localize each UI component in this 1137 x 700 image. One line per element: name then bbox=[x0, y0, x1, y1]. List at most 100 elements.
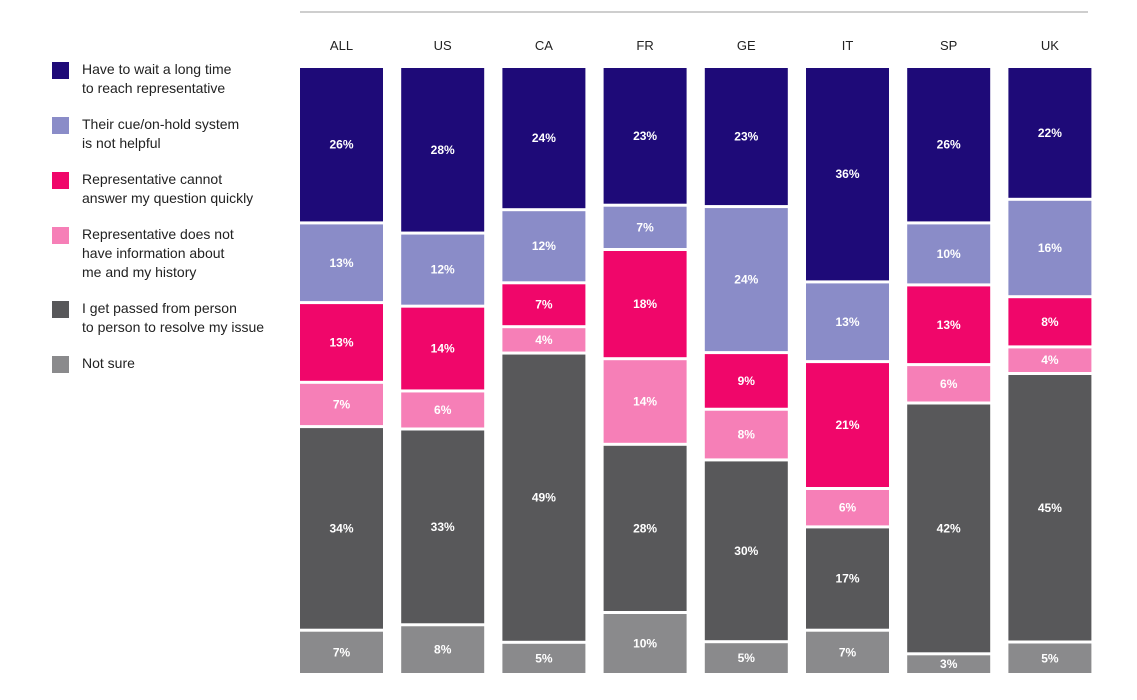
legend-label: is not helpful bbox=[82, 135, 161, 151]
data-label: 17% bbox=[835, 572, 859, 586]
data-label: 36% bbox=[835, 167, 859, 181]
data-label: 21% bbox=[835, 418, 859, 432]
data-label: 18% bbox=[633, 297, 657, 311]
bar-segment bbox=[300, 631, 383, 673]
bar-segment bbox=[502, 68, 586, 209]
bar-segment bbox=[401, 392, 485, 428]
data-label: 30% bbox=[734, 544, 758, 558]
data-label: 33% bbox=[431, 520, 455, 534]
data-label: 6% bbox=[839, 501, 857, 515]
legend-swatch bbox=[52, 62, 69, 79]
bar-segment bbox=[401, 307, 485, 390]
data-label: 13% bbox=[835, 315, 859, 329]
bar-segment bbox=[907, 224, 991, 284]
data-label: 7% bbox=[333, 397, 351, 411]
data-label: 10% bbox=[633, 637, 657, 651]
data-label: 8% bbox=[434, 643, 452, 657]
bar-segment bbox=[603, 445, 687, 611]
data-label: 14% bbox=[633, 395, 657, 409]
legend-swatch bbox=[52, 301, 69, 318]
legend-label: Representative does not bbox=[82, 226, 234, 242]
data-label: 4% bbox=[535, 333, 553, 347]
bar-segment bbox=[704, 68, 788, 206]
legend-item: I get passed from person to person to res… bbox=[52, 299, 292, 337]
bar-segment bbox=[300, 428, 383, 629]
data-label: 34% bbox=[329, 521, 353, 535]
bar-segment bbox=[704, 461, 788, 641]
bar-segment bbox=[603, 360, 687, 443]
data-label: 5% bbox=[1041, 651, 1059, 665]
column-label: SP bbox=[940, 38, 957, 53]
data-label: 42% bbox=[937, 521, 961, 535]
bar-segment bbox=[806, 490, 889, 526]
data-label: 9% bbox=[738, 374, 756, 388]
bar-segment bbox=[300, 224, 383, 302]
bar-segment bbox=[704, 208, 788, 352]
legend-label: Their cue/on-hold system bbox=[82, 116, 240, 132]
bar-segment bbox=[300, 383, 383, 426]
bar-segment bbox=[502, 211, 586, 282]
legend-label: me and my history bbox=[82, 264, 197, 280]
bar-segment bbox=[907, 286, 991, 364]
bar-segment bbox=[704, 643, 788, 673]
data-label: 16% bbox=[1038, 241, 1062, 255]
column-label: US bbox=[434, 38, 452, 53]
legend-label: Have to wait a long time bbox=[82, 61, 232, 77]
bar-segment bbox=[401, 234, 485, 305]
bar-segment bbox=[704, 354, 788, 408]
legend-label: Not sure bbox=[82, 355, 135, 371]
data-label: 24% bbox=[734, 273, 758, 287]
data-label: 26% bbox=[937, 138, 961, 152]
legend-item: Representative does not have information … bbox=[52, 225, 292, 282]
legend: Have to wait a long time to reach represe… bbox=[52, 60, 292, 390]
bar-segment bbox=[1008, 643, 1092, 673]
data-label: 7% bbox=[839, 645, 857, 659]
bar-segment bbox=[401, 430, 485, 624]
data-label: 7% bbox=[636, 220, 654, 234]
column-label: UK bbox=[1041, 38, 1059, 53]
data-label: 24% bbox=[532, 131, 556, 145]
data-label: 5% bbox=[535, 651, 553, 665]
bar-segment bbox=[603, 206, 687, 248]
legend-item: Their cue/on-hold system is not helpful bbox=[52, 115, 292, 153]
column-label: GE bbox=[737, 38, 756, 53]
legend-label: I get passed from person bbox=[82, 300, 237, 316]
data-label: 45% bbox=[1038, 501, 1062, 515]
data-label: 13% bbox=[329, 256, 353, 270]
data-label: 23% bbox=[633, 129, 657, 143]
bar-segment bbox=[907, 655, 991, 673]
bar-segment bbox=[704, 410, 788, 459]
bar-segment bbox=[502, 328, 586, 352]
bar-segment bbox=[907, 404, 991, 653]
data-label: 26% bbox=[329, 138, 353, 152]
legend-item: Representative cannot answer my question … bbox=[52, 170, 292, 208]
bar-segment bbox=[1008, 375, 1092, 641]
legend-item: Have to wait a long time to reach represe… bbox=[52, 60, 292, 98]
legend-swatch bbox=[52, 172, 69, 189]
data-label: 12% bbox=[532, 239, 556, 253]
bar-segment bbox=[806, 283, 889, 361]
data-label: 28% bbox=[431, 143, 455, 157]
data-label: 6% bbox=[940, 377, 958, 391]
bar-segment bbox=[806, 68, 889, 281]
bar-segment bbox=[806, 631, 889, 673]
legend-label: to reach representative bbox=[82, 80, 226, 96]
bar-segment bbox=[1008, 348, 1092, 372]
bar-segment bbox=[1008, 298, 1092, 346]
legend-item: Not sure bbox=[52, 354, 292, 373]
bar-segment bbox=[603, 614, 687, 673]
data-label: 49% bbox=[532, 491, 556, 505]
column-label: CA bbox=[535, 38, 553, 53]
data-label: 7% bbox=[535, 298, 553, 312]
bar-segment bbox=[1008, 200, 1092, 296]
column-label: FR bbox=[636, 38, 653, 53]
bar-segment bbox=[300, 304, 383, 381]
bar-segment bbox=[907, 68, 991, 222]
data-label: 3% bbox=[940, 657, 958, 671]
data-label: 4% bbox=[1041, 353, 1059, 367]
column-label: ALL bbox=[330, 38, 353, 53]
data-label: 13% bbox=[937, 318, 961, 332]
data-label: 5% bbox=[738, 651, 756, 665]
bar-segment bbox=[300, 68, 383, 222]
data-label: 8% bbox=[738, 428, 756, 442]
